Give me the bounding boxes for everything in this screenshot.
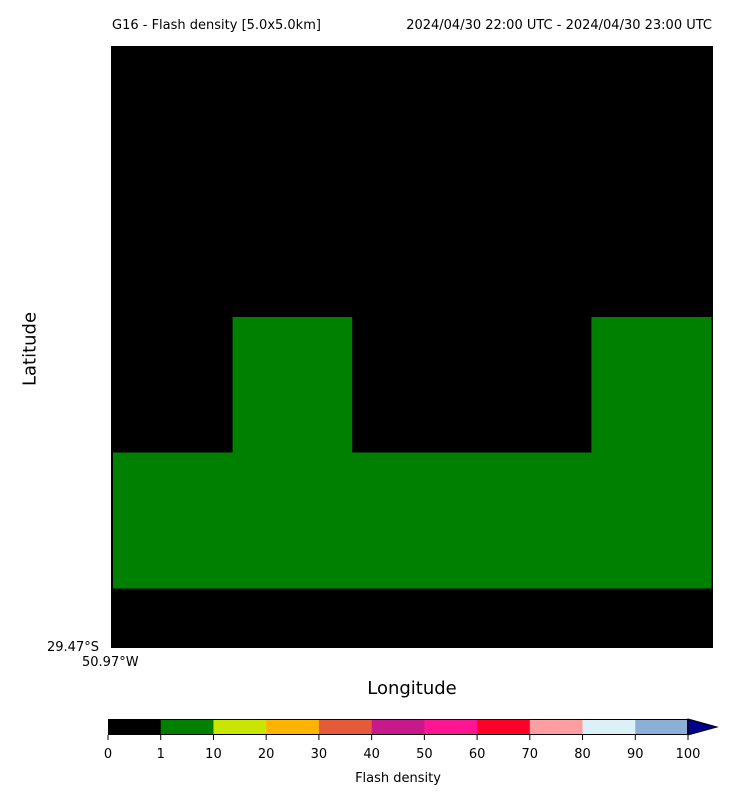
heatmap-cell — [591, 452, 712, 589]
colorbar-tick-label: 20 — [258, 747, 275, 762]
colorbar-bin — [582, 719, 636, 735]
colorbar-tick-label: 50 — [416, 747, 433, 762]
colorbar-tick-label: 30 — [311, 747, 328, 762]
heatmap-cell — [471, 452, 592, 589]
colorbar-ticks: 0 1 10 20 30 40 50 60 70 80 90 100 — [104, 735, 701, 762]
corner-longitude-label: 50.97°W — [82, 655, 139, 670]
heatmap-cell — [352, 317, 473, 453]
heatmap-cells — [113, 46, 712, 589]
chart-title-time-range: 2024/04/30 22:00 UTC - 2024/04/30 23:00 … — [406, 18, 712, 33]
colorbar-tick-label: 80 — [574, 747, 591, 762]
heatmap-cell — [113, 46, 234, 182]
heatmap-cell — [113, 452, 234, 589]
colorbar-tick-label: 1 — [157, 747, 165, 762]
corner-latitude-label: 29.47°S — [47, 640, 99, 655]
colorbar-tick-label: 90 — [627, 747, 644, 762]
colorbar-outline — [108, 719, 688, 735]
colorbar-bin — [635, 719, 689, 735]
heatmap-cell — [352, 46, 473, 182]
colorbar-tick-label: 10 — [205, 747, 222, 762]
colorbar-bin — [266, 719, 320, 735]
heatmap-cell — [471, 317, 592, 453]
colorbar-label: Flash density — [355, 771, 441, 786]
colorbar-extend-arrow — [687, 718, 719, 736]
colorbar-tick-label: 100 — [676, 747, 701, 762]
colorbar — [108, 718, 719, 736]
colorbar-bin — [424, 719, 478, 735]
colorbar-bin — [529, 719, 583, 735]
colorbar-bin — [318, 719, 372, 735]
heatmap-cell — [591, 46, 712, 182]
heatmap-cell — [591, 181, 712, 318]
colorbar-tick-label: 60 — [469, 747, 486, 762]
colorbar-bin — [108, 719, 162, 735]
heatmap-cell — [471, 46, 592, 182]
heatmap-cell — [471, 181, 592, 318]
heatmap-cell — [591, 317, 712, 453]
colorbar-tick-label: 0 — [104, 747, 112, 762]
x-axis-label: Longitude — [367, 678, 457, 699]
plot-area-frame — [111, 46, 713, 648]
heatmap-cell — [113, 317, 234, 453]
heatmap-cell — [352, 181, 473, 318]
heatmap-cell — [113, 181, 234, 318]
chart-title-left: G16 - Flash density [5.0x5.0km] — [112, 18, 321, 33]
heatmap-cell — [232, 181, 353, 318]
heatmap-cell — [232, 317, 353, 453]
colorbar-bin — [213, 719, 267, 735]
colorbar-bin — [160, 719, 214, 735]
heatmap-cell — [232, 46, 353, 182]
heatmap-cell — [352, 452, 473, 589]
colorbar-tick-label: 70 — [522, 747, 539, 762]
colorbar-tick-label: 40 — [363, 747, 380, 762]
colorbar-bin — [371, 719, 425, 735]
colorbar-bin — [477, 719, 531, 735]
heatmap-cell — [232, 452, 353, 589]
